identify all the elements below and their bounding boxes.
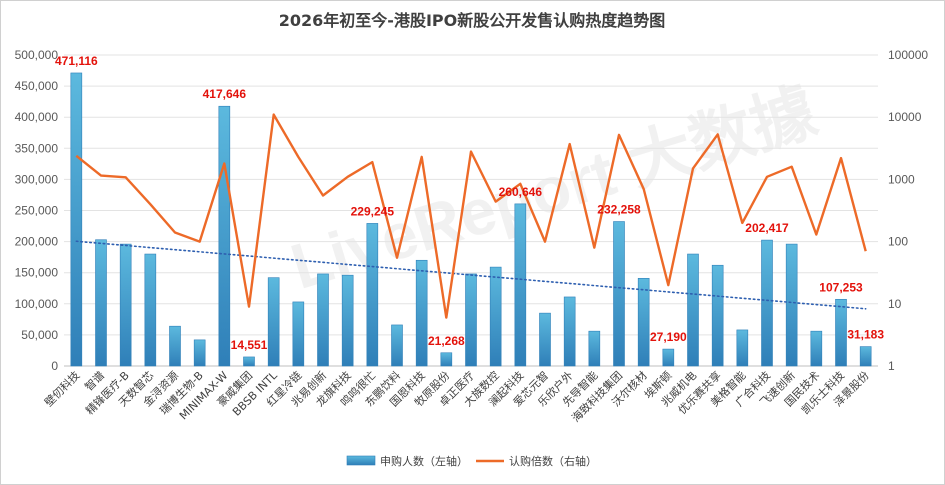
legend-label: 认购倍数（右轴） (509, 454, 597, 468)
left-tick-label: 50,000 (21, 328, 58, 342)
chart-title: 2026年初至今-港股IPO新股公开发售认购热度趋势图 (279, 11, 665, 30)
left-tick-label: 450,000 (15, 79, 59, 93)
bar (785, 243, 798, 367)
data-label: 21,268 (428, 334, 465, 348)
bar (341, 274, 354, 367)
bar (169, 325, 181, 367)
data-label: 14,551 (231, 338, 268, 352)
bar (440, 352, 453, 367)
bar-series (70, 72, 872, 367)
bar (588, 330, 601, 367)
bar (366, 223, 379, 367)
right-tick-label: 1000 (888, 172, 915, 186)
legend: 申购人数（左轴） 认购倍数（右轴） (346, 454, 597, 468)
bar (687, 253, 699, 367)
data-label: 260,646 (499, 185, 543, 199)
bar (810, 330, 823, 367)
legend-bar-swatch (346, 455, 376, 466)
right-tick-label: 100 (888, 235, 908, 249)
bar (317, 273, 329, 367)
right-tick-label: 10000 (888, 110, 922, 124)
left-tick-label: 0 (51, 359, 58, 373)
bar (835, 298, 847, 367)
subscription-multiple-line (75, 113, 867, 319)
left-tick-label: 300,000 (15, 172, 59, 186)
right-axis-ticks: 1 10 100 1000 10000 100000 (888, 48, 928, 373)
data-label: 107,253 (819, 280, 863, 294)
bar (465, 273, 477, 367)
bar (415, 259, 428, 367)
bar (563, 296, 576, 367)
bar (95, 239, 107, 367)
right-tick-label: 1 (888, 359, 895, 373)
data-label: 229,245 (351, 204, 395, 218)
bar (218, 105, 231, 367)
category-label: 壁仞科技 (41, 368, 82, 409)
bar (193, 339, 206, 367)
bar (70, 72, 83, 367)
line-series (75, 113, 867, 319)
bar (267, 277, 280, 367)
trendline (75, 240, 867, 310)
bar (662, 348, 675, 367)
left-tick-label: 350,000 (15, 141, 59, 155)
right-tick-label: 100000 (888, 48, 928, 62)
left-axis-ticks: 0 50,000 100,000 150,000 200,000 250,000 300,0… (15, 48, 59, 373)
data-label: 471,116 (55, 54, 98, 68)
bar (489, 266, 502, 367)
bar (119, 243, 132, 367)
bar (613, 221, 625, 367)
right-tick-label: 10 (888, 297, 902, 311)
bar (736, 329, 749, 367)
bar (292, 301, 305, 367)
data-label: 232,258 (597, 203, 641, 217)
left-tick-label: 100,000 (15, 297, 59, 311)
data-labels: 471,116 417,646 14,551 229,245 21,268 260,646… (55, 54, 884, 352)
bar (761, 239, 773, 367)
bar (711, 264, 724, 367)
watermark: LiveReport 大数據 (283, 75, 825, 303)
data-label: 202,417 (745, 221, 789, 235)
data-label: 417,646 (203, 87, 247, 101)
category-labels: 壁仞科技 智谱精锋医疗-B天数智芯金浔资源瑞博生物-BMINIMAX-W豪威集团B… (41, 368, 871, 425)
bar (859, 346, 872, 367)
left-tick-label: 200,000 (15, 235, 59, 249)
left-tick-label: 150,000 (15, 266, 59, 280)
data-label: 27,190 (650, 330, 687, 344)
bar (144, 253, 157, 367)
left-tick-label: 500,000 (15, 48, 59, 62)
bar (243, 356, 255, 367)
left-tick-label: 250,000 (15, 204, 59, 218)
bar (514, 203, 527, 367)
bar (637, 277, 650, 367)
legend-label: 申购人数（左轴） (380, 454, 468, 468)
data-label: 31,183 (847, 328, 884, 342)
left-tick-label: 400,000 (15, 110, 59, 124)
bar (391, 324, 403, 367)
bar (539, 312, 551, 367)
trendline-segment (75, 240, 867, 310)
